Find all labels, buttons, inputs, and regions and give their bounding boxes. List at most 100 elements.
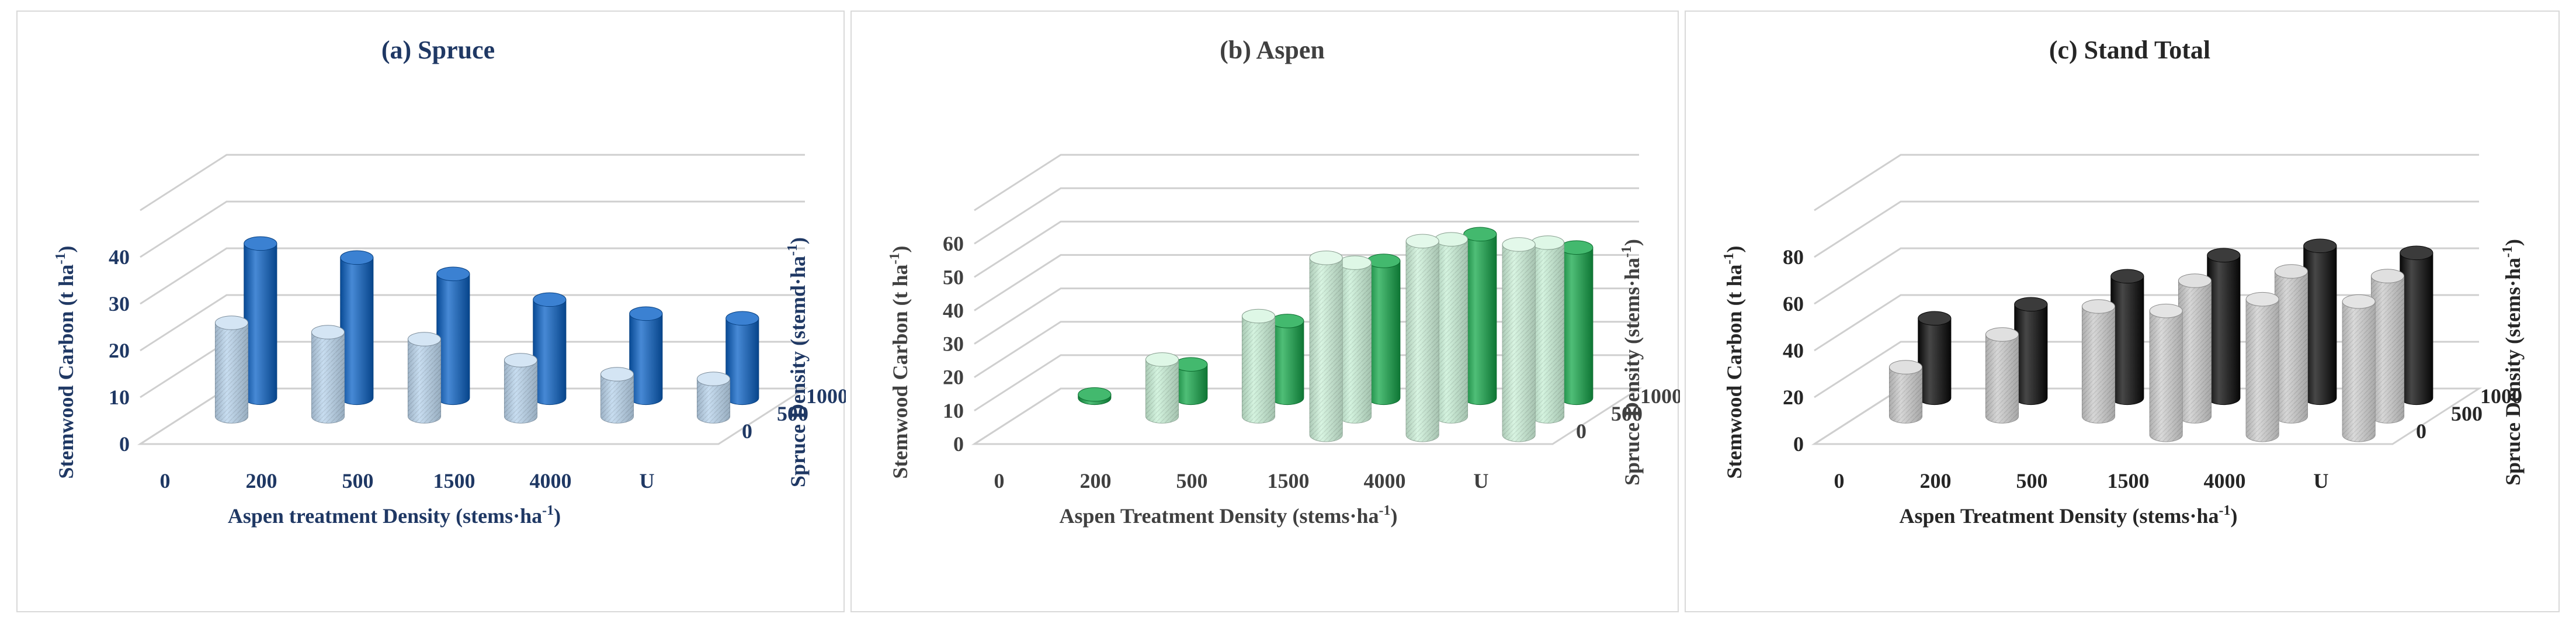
bar-500-series-500	[1241, 308, 1276, 424]
y-tick-label: 0	[1793, 432, 1804, 456]
bar-1500-series-1000	[2207, 248, 2241, 405]
gridline	[140, 294, 805, 352]
chart-panel-spruce: (a) Spruce 0 10 20 30 40 0 200 500 1500 4000 U 0 500 1…	[16, 11, 846, 612]
x-tick-label: 1500	[2108, 469, 2150, 493]
bar-500-series-1000	[436, 266, 470, 405]
y-tick-label: 60	[943, 232, 964, 255]
bar-1500-series-1000	[533, 292, 567, 405]
bar-U-series-0	[2342, 294, 2376, 442]
bar-500-series-500	[407, 332, 442, 424]
x-tick-label: 200	[1920, 469, 1952, 493]
bar-4000-series-500	[1434, 232, 1468, 424]
x-tick-label: 0	[1834, 469, 1845, 493]
bar-1500-series-0	[2149, 303, 2183, 442]
stand-total-chart-svg: (c) Stand Total 0 20 40 60 80 0 200 500 1500 4000 U…	[1721, 36, 2525, 528]
bar-1500-series-0	[1309, 251, 1343, 442]
bar-200-series-500	[311, 325, 345, 424]
depth-tick-label: 0	[2416, 419, 2426, 443]
bar-4000-series-0	[2245, 292, 2279, 442]
bar-4000-series-500	[2274, 264, 2308, 424]
bar-U-series-500	[696, 372, 731, 424]
bar-200-series-1000	[340, 250, 374, 405]
x-tick-label: 1500	[433, 469, 475, 493]
bar-0-series-1000	[244, 236, 277, 405]
y-tick-label: 40	[1783, 339, 1804, 362]
x-axis-label: Aspen Treatment Density (stems·ha-1)	[1060, 503, 1398, 528]
depth-tick-label: 0	[742, 419, 752, 443]
y-tick-label: 20	[1783, 386, 1804, 409]
depth-tick-label: 500	[1611, 402, 1643, 425]
bar-1500-series-500	[1338, 255, 1372, 424]
bar-U-series-1000	[1560, 240, 1593, 405]
bar-200-series-1000	[2014, 297, 2048, 405]
bar-U-series-1000	[2400, 245, 2433, 405]
y-tick-label: 60	[1783, 292, 1804, 316]
y-tick-label: 50	[943, 265, 964, 289]
x-tick-label: U	[2314, 469, 2329, 493]
gridline	[974, 154, 1639, 212]
y-tick-label: 10	[109, 386, 130, 409]
y-axis-label: Stemwood Carbon (t ha-1)	[887, 245, 912, 479]
y-tick-label: 0	[953, 432, 964, 456]
bar-0-series-1000	[1078, 387, 1112, 405]
bar-U-series-500	[2370, 269, 2405, 424]
gridline	[1814, 247, 2479, 305]
x-tick-label: 4000	[2204, 469, 2246, 493]
bar-4000-series-1000	[1463, 227, 1497, 405]
x-axis-label: Aspen treatment Density (stems·ha-1)	[228, 503, 561, 528]
x-axis-label: Aspen Treatment Density (stems·ha-1)	[1900, 503, 2238, 528]
chart-title: (c) Stand Total	[2049, 36, 2210, 64]
x-tick-label: 1500	[1268, 469, 1310, 493]
x-tick-label: U	[640, 469, 655, 493]
bar-1500-series-500	[2178, 273, 2212, 424]
bar-4000-series-1000	[629, 306, 663, 405]
y-tick-label: 30	[943, 332, 964, 356]
bar-U-series-500	[1530, 235, 1565, 424]
chart-title: (b) Aspen	[1220, 36, 1325, 64]
z-axis-label: Spruce Density (stemd·ha-1)	[785, 237, 810, 487]
y-axis-label: Stemwood Carbon (t ha-1)	[53, 245, 78, 479]
bar-4000-series-1000	[2303, 238, 2337, 405]
x-tick-label: 0	[160, 469, 171, 493]
depth-tick-label: 1000	[806, 384, 846, 408]
gridline	[140, 154, 805, 212]
chart-panel-stand-total: (c) Stand Total 0 20 40 60 80 0 200 500 1500 4000 U…	[1685, 11, 2560, 612]
bar-500-series-1000	[2110, 269, 2144, 405]
x-tick-label: 200	[1080, 469, 1112, 493]
bar-1500-series-500	[504, 353, 538, 424]
y-tick-label: 20	[943, 366, 964, 389]
z-axis-label: Spruce Density (stems·ha-1)	[1619, 239, 1644, 486]
y-tick-label: 20	[109, 339, 130, 362]
bar-4000-series-0	[1405, 234, 1439, 442]
aspen-chart-svg: (b) Aspen 0 10 20 30 40 50 60 0 200 500 1500 4000 U 0 5…	[887, 36, 1680, 528]
x-tick-label: 500	[1176, 469, 1208, 493]
chart-panel-aspen: (b) Aspen 0 10 20 30 40 50 60 0 200 500 1500 4000 U 0 5…	[850, 11, 1680, 612]
x-tick-label: 500	[342, 469, 374, 493]
depth-tick-label: 1000	[1640, 384, 1680, 408]
y-tick-label: 40	[943, 299, 964, 322]
bar-U-series-0	[1502, 237, 1536, 442]
gridline	[1814, 154, 2479, 212]
gridline	[974, 220, 1639, 278]
x-tick-label: 200	[246, 469, 277, 493]
y-tick-label: 80	[1783, 245, 1804, 269]
x-tick-label: 4000	[1364, 469, 1406, 493]
gridline	[140, 200, 805, 258]
bar-U-series-1000	[725, 311, 759, 405]
gridline	[974, 187, 1639, 245]
depth-tick-label: 500	[777, 402, 808, 425]
bar-0-series-500	[214, 316, 249, 424]
x-tick-label: 4000	[530, 469, 572, 493]
bar-0-series-500	[1888, 360, 1923, 424]
x-tick-label: U	[1474, 469, 1489, 493]
depth-tick-label: 0	[1576, 419, 1586, 443]
y-axis-label: Stemwood Carbon (t ha-1)	[1721, 245, 1746, 479]
x-tick-label: 500	[2016, 469, 2048, 493]
bar-500-series-500	[2081, 299, 2116, 424]
y-tick-label: 40	[109, 245, 130, 269]
gridline	[140, 247, 805, 305]
bar-0-series-1000	[1918, 311, 1952, 405]
y-tick-label: 10	[943, 399, 964, 422]
bar-1500-series-1000	[1367, 254, 1401, 405]
